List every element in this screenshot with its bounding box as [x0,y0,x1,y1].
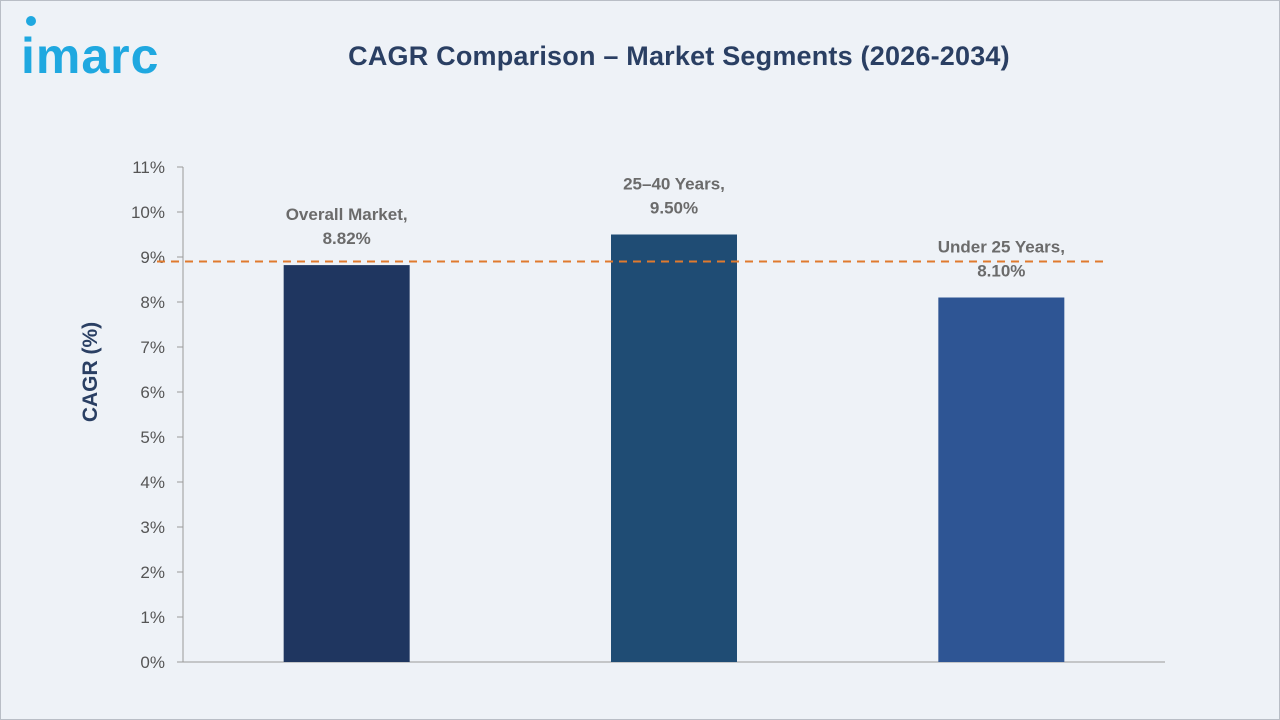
chart-title: CAGR Comparison – Market Segments (2026-… [348,41,1010,71]
bars [283,234,1065,662]
bar-1 [283,265,410,662]
logo-text: imarc [21,28,159,81]
logo-dot [26,16,36,26]
y-tick-label: 10% [131,203,165,222]
y-tick-label: 7% [140,338,165,357]
bar-3 [938,297,1065,662]
y-tick-label: 1% [140,608,165,627]
bar-2 [611,234,737,662]
y-axis: 0% 1% 2% 3% 4% 5% 6% 7% 8% 9% 10% 11% [131,158,1165,672]
y-tick-label: 5% [140,428,165,447]
imarc-logo: imarc [21,16,159,81]
y-tick-label: 3% [140,518,165,537]
y-tick-label: 6% [140,383,165,402]
y-tick-label: 2% [140,563,165,582]
y-tick-label: 8% [140,293,165,312]
y-tick-label: 4% [140,473,165,492]
y-axis-title: CAGR (%) [79,322,102,422]
data-label-3: Under 25 Years, 8.10% [938,238,1065,281]
data-label-1: Overall Market, 8.82% [286,205,408,248]
y-tick-label: 11% [132,158,165,177]
y-tick-label: 0% [140,653,165,672]
y-tick-label: 9% [140,248,165,267]
data-label-2: 25–40 Years, 9.50% [623,175,725,218]
data-labels: Overall Market, 8.82% 25–40 Years, 9.50% Und… [286,175,1065,281]
